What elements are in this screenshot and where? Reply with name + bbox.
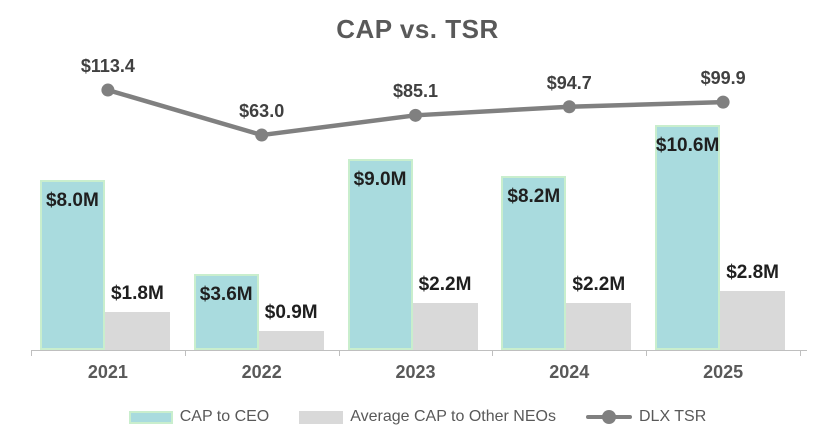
bar-label-cap-to-ceo: $3.6M — [199, 283, 253, 305]
bar-cap-to-ceo — [193, 273, 259, 350]
x-axis-tick — [646, 350, 648, 356]
dlx-tsr-data-label: $85.1 — [392, 81, 439, 102]
x-axis-tick — [492, 350, 494, 356]
bar-average-cap-other-neos — [258, 330, 324, 350]
bar-label-average-cap-other-neos: $2.8M — [726, 261, 779, 283]
bar-label-average-cap-other-neos: $0.9M — [264, 301, 318, 323]
x-axis-tick — [800, 350, 801, 356]
chart-title: CAP vs. TSR — [336, 14, 499, 44]
average-cap-other-neos-swatch-icon — [299, 410, 344, 424]
legend-label-average-cap-other-neos: Average CAP to Other NEOs — [350, 408, 556, 425]
x-axis-label: 2021 — [87, 362, 128, 382]
x-axis-line — [31, 350, 807, 351]
bar-label-cap-to-ceo: $8.0M — [45, 190, 99, 211]
dlx-tsr-data-label: $94.7 — [546, 72, 592, 93]
dlx-tsr-marker — [255, 128, 269, 142]
bar-label-cap-to-ceo: $8.2M — [507, 185, 561, 207]
legend-label-dlx-tsr: DLX TSR — [638, 408, 707, 425]
dlx-tsr-data-label: $63.0 — [239, 101, 285, 122]
legend: CAP to CEO Average CAP to Other NEOs DLX… — [0, 402, 835, 432]
legend-item-dlx-tsr: DLX TSR — [585, 408, 707, 426]
dlx-tsr-marker — [409, 108, 422, 122]
dlx-tsr-marker — [562, 100, 576, 114]
x-axis-label: 2025 — [703, 362, 744, 382]
cap-to-ceo-swatch-icon — [128, 410, 173, 424]
dlx-tsr-data-label: $113.4 — [80, 56, 135, 77]
bar-average-cap-other-neos — [412, 303, 478, 350]
bar-average-cap-other-neos — [720, 290, 786, 350]
bar-cap-to-ceo — [501, 175, 567, 350]
bar-label-average-cap-other-neos: $2.2M — [572, 274, 626, 296]
bar-cap-to-ceo — [655, 124, 721, 350]
dlx-tsr-data-label: $99.9 — [700, 68, 746, 89]
x-axis-tick — [31, 350, 32, 356]
dlx-tsr-marker — [716, 95, 730, 109]
dlx-tsr-line-marker-icon — [585, 410, 632, 424]
bar-label-average-cap-other-neos: $1.8M — [110, 282, 164, 304]
x-axis-label: 2022 — [241, 362, 282, 382]
bar-cap-to-ceo — [39, 180, 105, 350]
x-axis-tick — [338, 350, 340, 356]
x-axis-label: 2023 — [395, 362, 436, 382]
x-axis-label: 2024 — [549, 362, 590, 382]
legend-label-cap-to-ceo: CAP to CEO — [179, 408, 270, 425]
bar-label-cap-to-ceo: $10.6M — [655, 134, 720, 156]
bar-cap-to-ceo — [347, 158, 413, 350]
x-axis-tick — [184, 350, 186, 356]
bar-average-cap-other-neos — [104, 311, 170, 350]
bar-label-cap-to-ceo: $9.0M — [353, 168, 407, 190]
dlx-tsr-marker — [101, 83, 115, 97]
bar-average-cap-other-neos — [566, 303, 632, 350]
legend-item-cap-to-ceo: CAP to CEO — [128, 408, 270, 426]
bar-label-average-cap-other-neos: $2.2M — [418, 274, 472, 296]
legend-item-average-cap-other-neos: Average CAP to Other NEOs — [299, 408, 556, 426]
